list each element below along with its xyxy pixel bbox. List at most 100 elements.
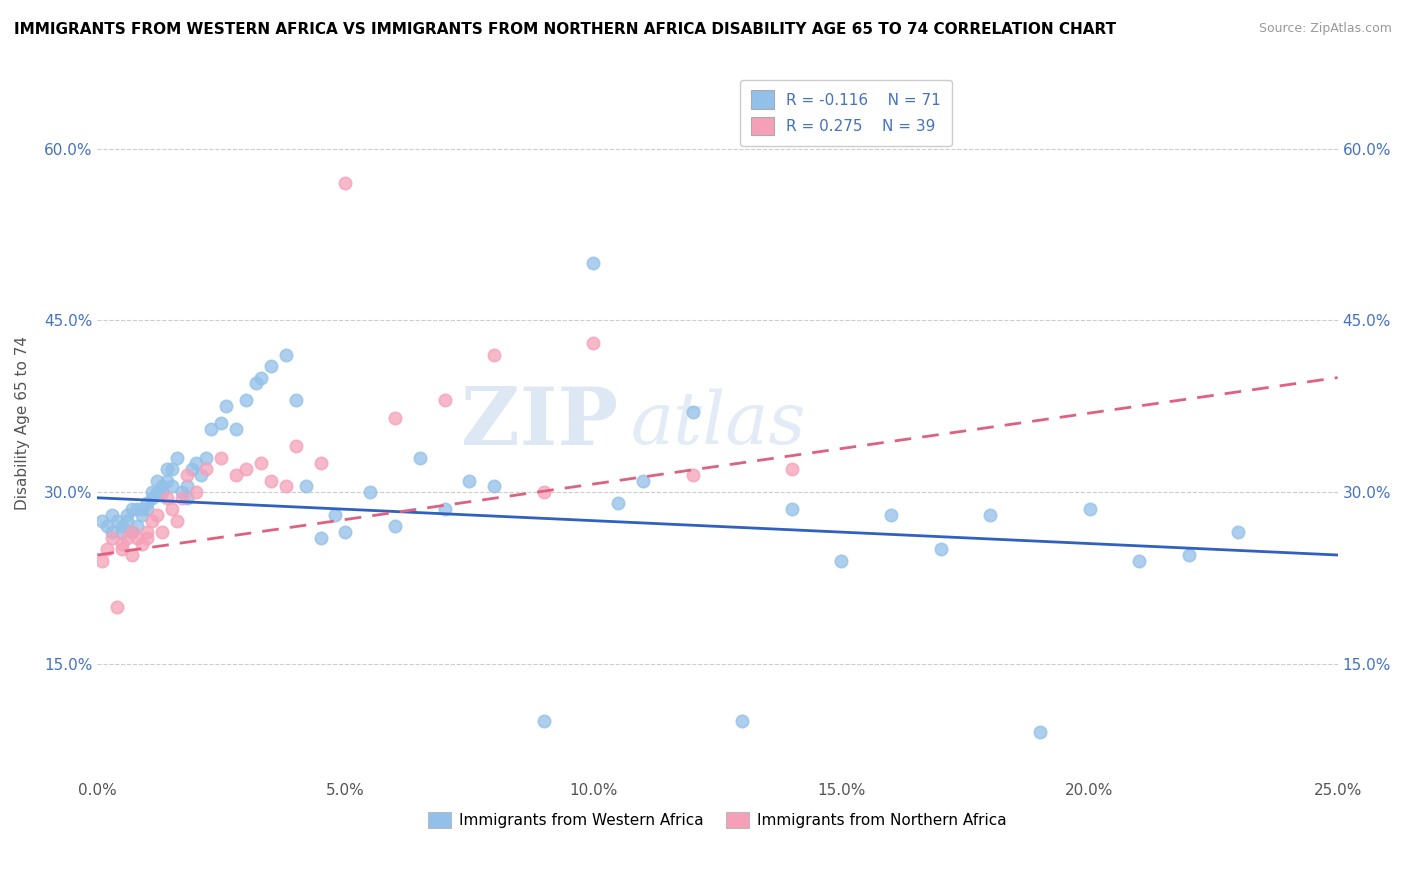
Point <box>682 405 704 419</box>
Point <box>335 525 357 540</box>
Point <box>433 393 456 408</box>
Point <box>1227 525 1250 540</box>
Point <box>209 450 232 465</box>
Point <box>1029 725 1052 739</box>
Point <box>166 514 188 528</box>
Legend: Immigrants from Western Africa, Immigrants from Northern Africa: Immigrants from Western Africa, Immigran… <box>422 806 1012 834</box>
Point <box>141 485 163 500</box>
Y-axis label: Disability Age 65 to 74: Disability Age 65 to 74 <box>15 336 30 510</box>
Point <box>131 536 153 550</box>
Point <box>533 714 555 728</box>
Point <box>409 450 432 465</box>
Point <box>135 496 157 510</box>
Point <box>235 462 257 476</box>
Point <box>150 485 173 500</box>
Point <box>135 525 157 540</box>
Point <box>135 502 157 516</box>
Point <box>294 479 316 493</box>
Point <box>195 450 218 465</box>
Point <box>160 462 183 476</box>
Point <box>309 531 332 545</box>
Point <box>180 462 202 476</box>
Point <box>176 479 198 493</box>
Point <box>156 462 179 476</box>
Point <box>115 531 138 545</box>
Point <box>482 348 505 362</box>
Point <box>146 474 169 488</box>
Point <box>190 467 212 482</box>
Point <box>780 502 803 516</box>
Point <box>91 514 114 528</box>
Point <box>260 474 283 488</box>
Text: ZIP: ZIP <box>461 384 619 462</box>
Point <box>335 176 357 190</box>
Point <box>111 519 134 533</box>
Point <box>111 525 134 540</box>
Text: Source: ZipAtlas.com: Source: ZipAtlas.com <box>1258 22 1392 36</box>
Point <box>830 554 852 568</box>
Point <box>731 714 754 728</box>
Point <box>200 422 222 436</box>
Point <box>170 491 193 505</box>
Point <box>186 485 208 500</box>
Point <box>111 536 134 550</box>
Point <box>111 542 134 557</box>
Point <box>384 410 406 425</box>
Point <box>121 525 143 540</box>
Point <box>458 474 481 488</box>
Point <box>979 508 1001 522</box>
Point <box>176 467 198 482</box>
Point <box>125 502 148 516</box>
Point <box>101 508 124 522</box>
Point <box>250 457 273 471</box>
Point <box>582 336 605 351</box>
Point <box>121 548 143 562</box>
Point <box>225 467 247 482</box>
Point <box>121 502 143 516</box>
Point <box>235 393 257 408</box>
Point <box>325 508 347 522</box>
Point <box>929 542 952 557</box>
Point <box>156 491 179 505</box>
Point <box>433 502 456 516</box>
Point <box>160 479 183 493</box>
Point <box>101 525 124 540</box>
Point <box>274 348 297 362</box>
Point <box>146 485 169 500</box>
Point <box>176 491 198 505</box>
Point <box>146 508 169 522</box>
Point <box>250 370 273 384</box>
Point <box>225 422 247 436</box>
Point <box>160 502 183 516</box>
Point <box>780 462 803 476</box>
Point <box>284 439 307 453</box>
Point <box>125 531 148 545</box>
Point <box>105 514 128 528</box>
Point <box>533 485 555 500</box>
Point <box>384 519 406 533</box>
Text: IMMIGRANTS FROM WESTERN AFRICA VS IMMIGRANTS FROM NORTHERN AFRICA DISABILITY AGE: IMMIGRANTS FROM WESTERN AFRICA VS IMMIGR… <box>14 22 1116 37</box>
Point <box>131 508 153 522</box>
Point <box>1078 502 1101 516</box>
Point <box>607 496 630 510</box>
Point <box>1178 548 1201 562</box>
Point <box>101 531 124 545</box>
Point <box>156 474 179 488</box>
Point <box>582 256 605 270</box>
Point <box>150 525 173 540</box>
Point <box>682 467 704 482</box>
Point <box>131 502 153 516</box>
Point <box>245 376 267 391</box>
Point <box>150 479 173 493</box>
Point <box>309 457 332 471</box>
Point <box>186 457 208 471</box>
Point <box>166 450 188 465</box>
Text: atlas: atlas <box>631 388 806 458</box>
Point <box>115 514 138 528</box>
Point <box>482 479 505 493</box>
Point <box>91 554 114 568</box>
Point <box>105 599 128 614</box>
Point <box>631 474 654 488</box>
Point <box>135 531 157 545</box>
Point <box>115 508 138 522</box>
